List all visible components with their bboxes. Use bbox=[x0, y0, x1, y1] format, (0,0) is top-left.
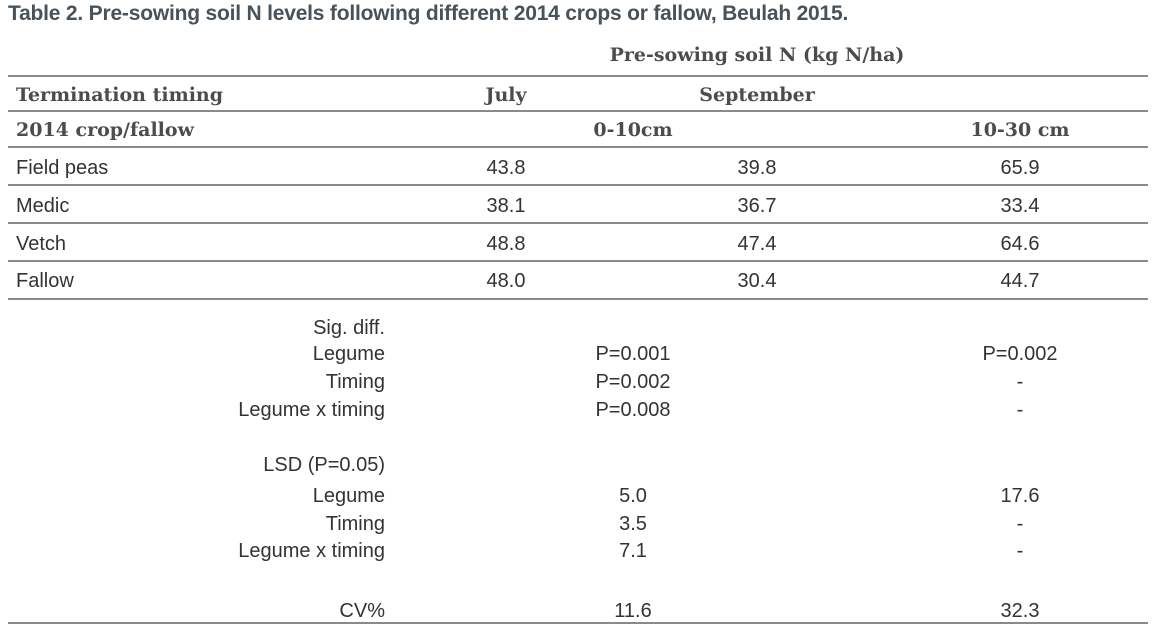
stat-row: Timing P=0.002 - bbox=[0, 371, 1156, 397]
value-july: 38.1 bbox=[486, 195, 526, 217]
header-row-depth: 2014 crop/fallow 0-10cm 10-30 cm bbox=[0, 119, 1156, 145]
stat-value-mid: 7.1 bbox=[619, 540, 647, 562]
header-crop-fallow: 2014 crop/fallow bbox=[16, 119, 194, 141]
value-sept-10-30: 64.6 bbox=[1000, 233, 1040, 255]
stat-row: Timing 3.5 - bbox=[0, 513, 1156, 539]
header-row-timing: Termination timing July September bbox=[0, 84, 1156, 110]
crop-name: Fallow bbox=[16, 270, 74, 292]
stat-value-right: - bbox=[1016, 513, 1024, 535]
value-july: 48.8 bbox=[486, 233, 526, 255]
stat-row: Legume x timing P=0.008 - bbox=[0, 399, 1156, 425]
stat-label: Legume bbox=[312, 485, 385, 507]
stat-row: Legume x timing 7.1 - bbox=[0, 540, 1156, 566]
crop-name: Vetch bbox=[16, 233, 67, 255]
value-sept-0-10: 39.8 bbox=[737, 157, 777, 179]
table-rule bbox=[8, 622, 1148, 624]
value-july: 48.0 bbox=[486, 270, 526, 292]
crop-name: Medic bbox=[16, 195, 70, 217]
value-sept-10-30: 44.7 bbox=[1000, 270, 1040, 292]
stat-value-right: 17.6 bbox=[1000, 485, 1040, 507]
cv-row: CV% 11.6 32.3 bbox=[0, 600, 1156, 626]
table-rule bbox=[8, 260, 1148, 262]
value-july: 43.8 bbox=[486, 157, 526, 179]
header-termination-timing: Termination timing bbox=[16, 84, 224, 106]
stat-label: Timing bbox=[325, 371, 385, 393]
table-rule bbox=[8, 110, 1148, 112]
table-rule bbox=[8, 184, 1148, 186]
value-sept-0-10: 36.7 bbox=[737, 195, 777, 217]
stat-label: Legume bbox=[312, 343, 385, 365]
stat-value-right: - bbox=[1016, 540, 1024, 562]
cv-value-right: 32.3 bbox=[1000, 600, 1040, 622]
stat-label: Legume x timing bbox=[238, 399, 385, 421]
header-depth-10-30: 10-30 cm bbox=[970, 119, 1070, 141]
cv-value-mid: 11.6 bbox=[614, 600, 652, 622]
table-rule bbox=[8, 146, 1148, 148]
value-sept-0-10: 30.4 bbox=[737, 270, 777, 292]
value-sept-10-30: 33.4 bbox=[1000, 195, 1040, 217]
table-rule bbox=[8, 298, 1148, 300]
stat-label: Timing bbox=[325, 513, 385, 535]
value-sept-10-30: 65.9 bbox=[1000, 157, 1040, 179]
stat-value-mid: P=0.008 bbox=[595, 399, 671, 421]
sig-diff-heading: Sig. diff. bbox=[313, 317, 385, 339]
table-row: Medic 38.1 36.7 33.4 bbox=[0, 195, 1156, 221]
stat-value-right: - bbox=[1016, 371, 1024, 393]
value-sept-0-10: 47.4 bbox=[737, 233, 777, 255]
header-july: July bbox=[485, 84, 527, 106]
lsd-heading-row: LSD (P=0.05) bbox=[0, 454, 1156, 480]
group-header-row: Pre-sowing soil N (kg N/ha) bbox=[0, 44, 1156, 70]
table-rule bbox=[8, 75, 1148, 77]
header-september: September bbox=[699, 84, 815, 106]
table-row: Vetch 48.8 47.4 64.6 bbox=[0, 233, 1156, 259]
stat-row: Legume 5.0 17.6 bbox=[0, 485, 1156, 511]
crop-name: Field peas bbox=[16, 157, 109, 179]
stat-value-right: P=0.002 bbox=[982, 343, 1058, 365]
stat-value-mid: 3.5 bbox=[619, 513, 647, 535]
table-row: Fallow 48.0 30.4 44.7 bbox=[0, 270, 1156, 296]
stat-label: Legume x timing bbox=[238, 540, 385, 562]
stat-value-mid: P=0.002 bbox=[595, 371, 671, 393]
group-header: Pre-sowing soil N (kg N/ha) bbox=[609, 44, 905, 66]
table-title: Table 2. Pre-sowing soil N levels follow… bbox=[8, 2, 849, 25]
stat-value-mid: P=0.001 bbox=[595, 343, 671, 365]
lsd-heading: LSD (P=0.05) bbox=[263, 454, 385, 476]
header-depth-0-10: 0-10cm bbox=[593, 119, 673, 141]
stat-row: Legume P=0.001 P=0.002 bbox=[0, 343, 1156, 369]
table-rule bbox=[8, 222, 1148, 224]
stat-value-right: - bbox=[1016, 399, 1024, 421]
stat-value-mid: 5.0 bbox=[619, 485, 647, 507]
table-row: Field peas 43.8 39.8 65.9 bbox=[0, 157, 1156, 183]
cv-label: CV% bbox=[339, 600, 385, 622]
sig-diff-heading-row: Sig. diff. bbox=[0, 317, 1156, 343]
